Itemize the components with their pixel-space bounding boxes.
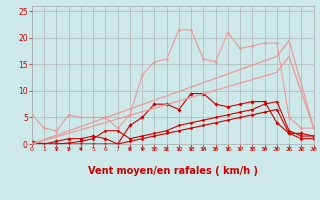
X-axis label: Vent moyen/en rafales ( km/h ): Vent moyen/en rafales ( km/h ) [88,166,258,176]
